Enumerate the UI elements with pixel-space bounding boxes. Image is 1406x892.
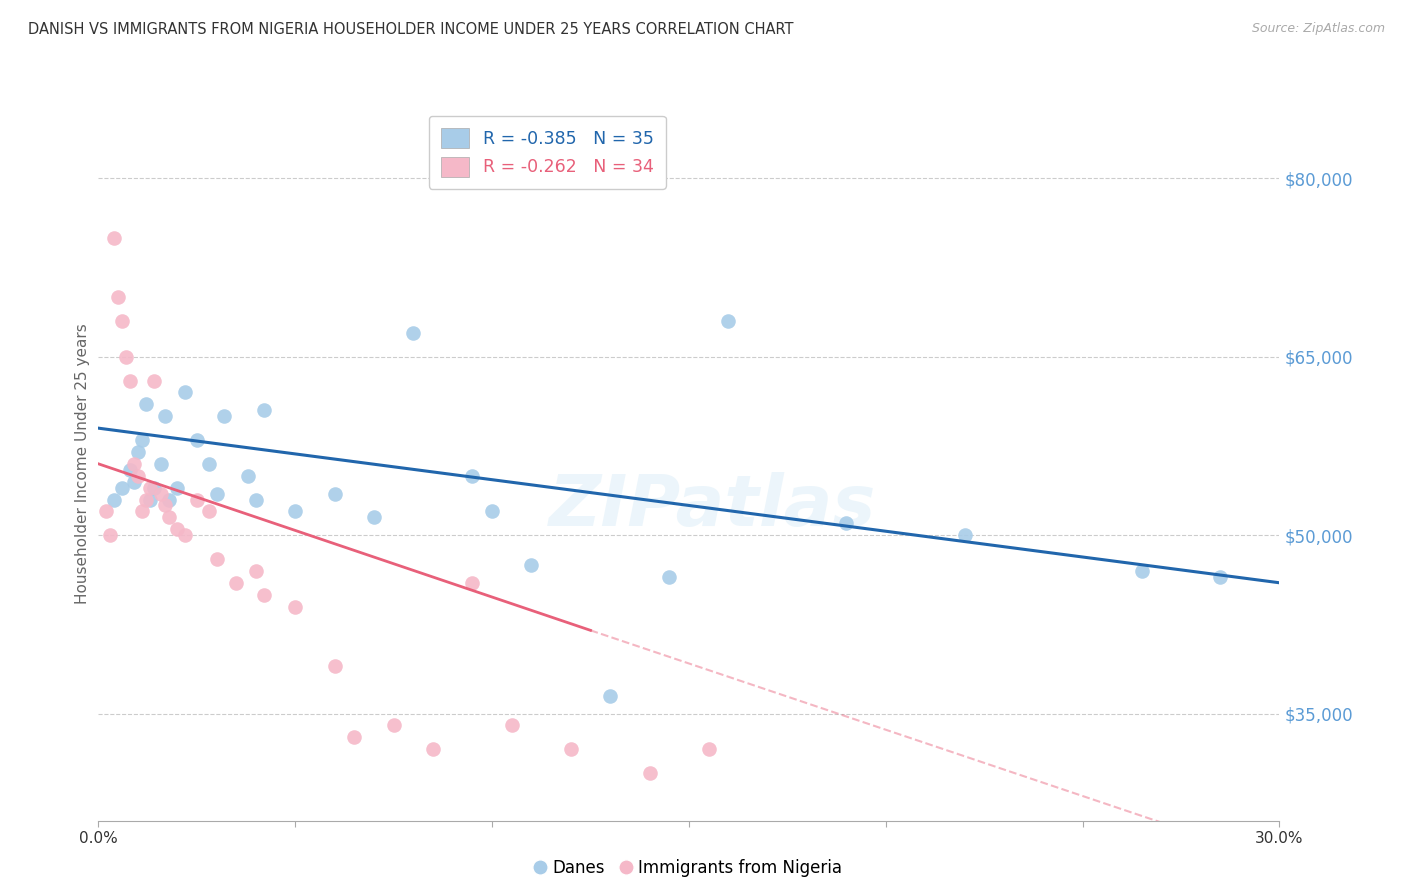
Y-axis label: Householder Income Under 25 years: Householder Income Under 25 years	[75, 324, 90, 604]
Point	[142, 481, 165, 495]
Point	[245, 492, 267, 507]
Text: Source: ZipAtlas.com: Source: ZipAtlas.com	[1251, 22, 1385, 36]
Point	[186, 433, 208, 447]
Point	[166, 481, 188, 495]
Point	[107, 290, 129, 304]
Legend: Danes, Immigrants from Nigeria: Danes, Immigrants from Nigeria	[529, 853, 849, 884]
Point	[131, 504, 153, 518]
Point	[697, 742, 720, 756]
Point	[150, 486, 173, 500]
Point	[382, 718, 405, 732]
Point	[520, 558, 543, 572]
Point	[245, 564, 267, 578]
Point	[155, 499, 177, 513]
Point	[363, 510, 385, 524]
Point	[166, 522, 188, 536]
Point	[103, 492, 125, 507]
Point	[236, 468, 259, 483]
Point	[253, 588, 276, 602]
Point	[138, 481, 160, 495]
Point	[461, 468, 484, 483]
Point	[638, 766, 661, 780]
Point	[111, 314, 134, 328]
Point	[323, 486, 346, 500]
Point	[174, 528, 197, 542]
Point	[174, 385, 197, 400]
Point	[422, 742, 444, 756]
Point	[103, 231, 125, 245]
Point	[142, 374, 165, 388]
Point	[835, 516, 858, 531]
Point	[284, 599, 307, 614]
Point	[157, 510, 180, 524]
Point	[131, 433, 153, 447]
Text: ZIPatlas: ZIPatlas	[548, 472, 876, 541]
Point	[111, 481, 134, 495]
Point	[122, 457, 145, 471]
Point	[122, 475, 145, 489]
Point	[953, 528, 976, 542]
Text: DANISH VS IMMIGRANTS FROM NIGERIA HOUSEHOLDER INCOME UNDER 25 YEARS CORRELATION : DANISH VS IMMIGRANTS FROM NIGERIA HOUSEH…	[28, 22, 793, 37]
Point	[127, 445, 149, 459]
Point	[284, 504, 307, 518]
Point	[186, 492, 208, 507]
Point	[402, 326, 425, 340]
Point	[560, 742, 582, 756]
Point	[135, 492, 157, 507]
Point	[225, 575, 247, 590]
Point	[323, 659, 346, 673]
Point	[717, 314, 740, 328]
Point	[599, 689, 621, 703]
Point	[150, 457, 173, 471]
Point	[135, 397, 157, 411]
Point	[157, 492, 180, 507]
Point	[214, 409, 236, 424]
Point	[197, 504, 219, 518]
Point	[461, 575, 484, 590]
Point	[501, 718, 523, 732]
Point	[253, 403, 276, 417]
Point	[1130, 564, 1153, 578]
Point	[98, 528, 121, 542]
Point	[658, 570, 681, 584]
Point	[96, 504, 118, 518]
Point	[155, 409, 177, 424]
Point	[118, 463, 141, 477]
Point	[138, 492, 160, 507]
Point	[1209, 570, 1232, 584]
Point	[115, 350, 138, 364]
Point	[205, 552, 228, 566]
Point	[197, 457, 219, 471]
Point	[481, 504, 503, 518]
Point	[343, 731, 366, 745]
Point	[127, 468, 149, 483]
Point	[205, 486, 228, 500]
Point	[118, 374, 141, 388]
